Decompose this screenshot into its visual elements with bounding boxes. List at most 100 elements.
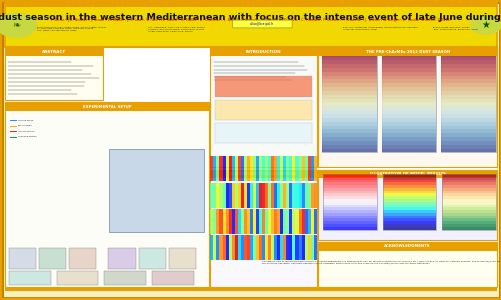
Bar [228, 182, 231, 208]
Bar [283, 209, 286, 234]
Bar [277, 182, 280, 208]
Bar [382, 196, 435, 199]
Bar [382, 177, 435, 179]
Bar [440, 103, 495, 106]
Bar [382, 194, 435, 196]
Bar [295, 236, 298, 260]
Text: Sounding station: Sounding station [18, 136, 37, 137]
Bar [322, 91, 376, 95]
Bar [277, 156, 280, 181]
Bar [222, 182, 225, 208]
Bar [231, 209, 234, 234]
Bar [381, 148, 435, 152]
Bar [280, 209, 283, 234]
Bar [381, 114, 435, 118]
Bar [313, 209, 316, 234]
Bar [441, 185, 495, 188]
Bar [271, 236, 274, 260]
Bar [440, 76, 495, 80]
Bar [382, 199, 435, 202]
Bar [381, 87, 435, 91]
Bar [381, 129, 435, 133]
Bar [440, 68, 495, 72]
Text: EXPERIMENTAL SETUP: EXPERIMENTAL SETUP [83, 104, 131, 109]
Bar [286, 182, 289, 208]
Bar [262, 182, 265, 208]
Bar [441, 194, 495, 196]
Bar [240, 209, 243, 234]
Bar [277, 236, 280, 260]
Bar [268, 236, 271, 260]
Text: F. Dulac¹, J.B. Nicolas¹, J. Sciare¹, M. Mallet², J.-F. Léon², V. Pont², M. Sica: F. Dulac¹, J.B. Nicolas¹, J. Sciare¹, M.… [51, 18, 450, 22]
Bar [9, 248, 36, 269]
Bar [210, 170, 316, 178]
Bar [322, 133, 376, 137]
Bar [246, 236, 249, 260]
Bar [382, 207, 435, 210]
Bar [381, 64, 435, 68]
Bar [322, 148, 376, 152]
Bar [109, 148, 203, 232]
Bar [249, 156, 253, 181]
Bar [307, 209, 310, 234]
Bar [323, 196, 376, 199]
Bar [382, 182, 435, 185]
Bar [259, 156, 262, 181]
Bar [262, 236, 265, 260]
Bar [295, 182, 298, 208]
Bar [213, 182, 216, 208]
Bar [301, 236, 304, 260]
Text: ❧: ❧ [13, 20, 21, 30]
Bar [292, 182, 295, 208]
Bar [5, 3, 496, 47]
Bar [215, 123, 311, 143]
Bar [440, 99, 495, 103]
Bar [323, 188, 376, 191]
FancyBboxPatch shape [232, 20, 292, 28]
Bar [310, 236, 313, 260]
Bar [318, 47, 496, 56]
Bar [441, 210, 495, 213]
Bar [283, 156, 286, 181]
Bar [322, 122, 376, 125]
Bar [322, 83, 376, 87]
Bar [381, 56, 435, 60]
Bar [216, 156, 219, 181]
Bar [381, 141, 435, 145]
Bar [259, 182, 262, 208]
Bar [231, 182, 234, 208]
Bar [243, 236, 246, 260]
Bar [307, 156, 310, 181]
Bar [222, 209, 225, 234]
Bar [323, 191, 376, 194]
Bar [253, 236, 256, 260]
Bar [313, 236, 316, 260]
Bar [322, 72, 376, 76]
Bar [318, 242, 496, 250]
Bar [256, 209, 259, 234]
Bar [289, 182, 292, 208]
Text: The summer 2012 Saharan dust season in the western Mediterranean with focus on t: The summer 2012 Saharan dust season in t… [0, 13, 501, 22]
Bar [322, 87, 376, 91]
Bar [69, 248, 96, 269]
Bar [441, 207, 495, 210]
Bar [152, 271, 193, 285]
Bar [440, 129, 495, 133]
Bar [441, 218, 495, 221]
Bar [322, 114, 376, 118]
Bar [440, 56, 495, 152]
Bar [382, 185, 435, 188]
Bar [292, 236, 295, 260]
Bar [382, 205, 435, 207]
Bar [381, 72, 435, 76]
Bar [237, 182, 240, 208]
Bar [243, 209, 246, 234]
Bar [441, 196, 495, 199]
Bar [318, 169, 496, 240]
Bar [381, 60, 435, 64]
Bar [274, 236, 277, 260]
Bar [216, 209, 219, 234]
Bar [382, 227, 435, 230]
Text: Ground meas.: Ground meas. [18, 120, 34, 121]
Bar [304, 236, 307, 260]
